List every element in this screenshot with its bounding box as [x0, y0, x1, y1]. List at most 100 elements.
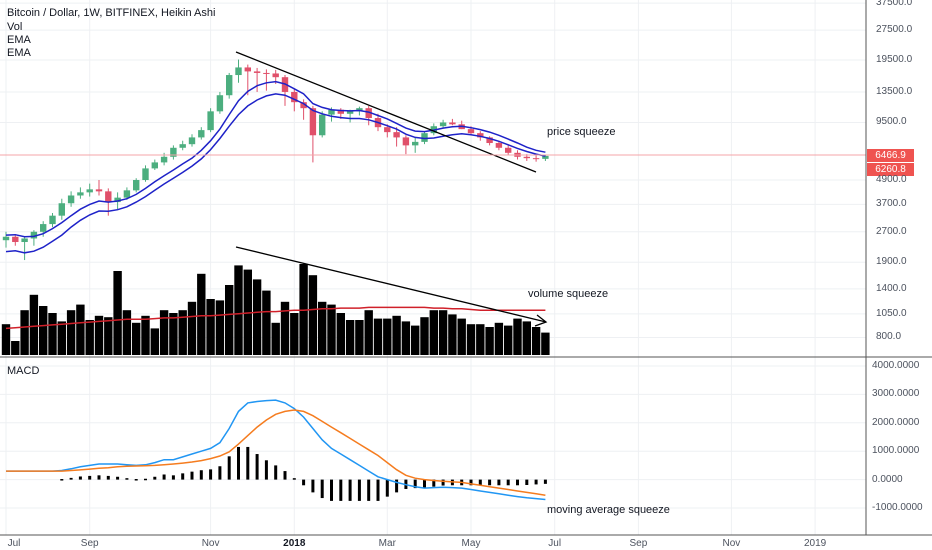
macd-hist-bar-13	[125, 478, 129, 480]
volume-bar-0	[1, 324, 11, 355]
macd-hist-bar-42	[395, 479, 399, 493]
macd-hist-bar-40	[376, 479, 380, 501]
macd-hist-bar-37	[348, 479, 352, 501]
macd-hist-bar-6	[60, 479, 64, 481]
volume-bar-17	[159, 310, 169, 355]
volume-bar-31	[290, 313, 299, 355]
macd-hist-bar-31	[292, 478, 296, 480]
candle-body-56	[523, 156, 530, 159]
volume-bar-27	[252, 279, 262, 355]
candle-body-0	[2, 236, 10, 241]
time-tick-4: Mar	[378, 538, 396, 549]
candle-body-43	[402, 137, 410, 146]
volume-bar-51	[476, 324, 485, 355]
candle-body-39	[365, 108, 372, 119]
legend-ema-1: EMA	[7, 34, 31, 46]
volume-bar-19	[178, 310, 187, 355]
price-tick-8: 1900.0	[876, 256, 907, 268]
macd-hist-bar-16	[153, 476, 157, 480]
price-tick-9: 1400.0	[876, 282, 907, 294]
candle-body-3	[30, 231, 38, 239]
price-tick-5: 4900.0	[876, 174, 907, 185]
candle-body-10	[95, 189, 103, 192]
candle-body-1	[12, 236, 19, 243]
price-trendline	[235, 51, 537, 173]
candle-body-4	[40, 224, 47, 232]
volume-bar-15	[141, 315, 150, 355]
macd-hist-bar-35	[330, 479, 333, 501]
grid-lines	[0, 0, 866, 535]
candle-body-25	[235, 67, 242, 76]
candle-body-58	[542, 155, 549, 159]
candle-body-15	[142, 168, 149, 180]
volume-bar-30	[280, 301, 290, 355]
macd-hist-bar-26	[246, 446, 250, 480]
volume-bar-21	[197, 273, 206, 355]
candle-body-52	[486, 137, 493, 144]
volume-bar-7	[66, 310, 76, 355]
signal-line	[6, 409, 546, 496]
candle-body-42	[393, 132, 400, 138]
volume-bar-3	[29, 294, 39, 355]
volume-bar-8	[76, 304, 85, 355]
candle-body-31	[291, 91, 298, 103]
candle-body-57	[532, 158, 540, 160]
macd-hist-bar-46	[432, 479, 436, 487]
candle-body-6	[58, 203, 65, 216]
macd-hist-bar-19	[181, 473, 185, 480]
macd-hist-bar-21	[199, 470, 203, 480]
volume-bar-9	[85, 320, 94, 355]
volume-bar-47	[438, 310, 448, 355]
macd-hist-bar-58	[543, 479, 547, 484]
volume-bar-23	[215, 300, 225, 355]
volume-bar-50	[466, 324, 476, 355]
macd-hist-bar-22	[209, 469, 213, 480]
volume-bar-33	[308, 275, 318, 355]
volume-bar-6	[57, 321, 66, 355]
volume-bar-20	[187, 301, 197, 355]
macd-tick-2: 2000.0000	[872, 416, 920, 428]
macd-hist-bar-8	[78, 476, 82, 480]
candle-body-13	[123, 190, 131, 198]
candle-body-48	[449, 122, 456, 125]
macd-histogram	[60, 446, 547, 501]
macd-hist-bar-7	[69, 477, 73, 480]
candle-body-16	[151, 162, 158, 169]
macd-tick-5: -1000.0000	[872, 502, 923, 513]
macd-hist-bar-53	[497, 479, 501, 486]
volume-bar-40	[373, 318, 383, 355]
volume-bar-2	[20, 310, 29, 355]
candle-body-54	[505, 147, 512, 153]
macd-tick-4: 0.0000	[872, 473, 903, 485]
macd-hist-bar-25	[237, 446, 240, 480]
macd-hist-bar-57	[534, 479, 538, 485]
price-tick-2: 19500.0	[876, 54, 913, 65]
price-tick-6: 3700.0	[876, 198, 907, 210]
macd-hist-bar-29	[274, 465, 278, 480]
time-tick-2: Nov	[201, 538, 220, 549]
price-tick-11: 800.0	[876, 331, 902, 343]
candle-body-37	[346, 111, 354, 114]
volume-bar-48	[448, 314, 457, 355]
candle-body-28	[263, 72, 270, 74]
volume-bar-4	[39, 306, 48, 355]
volume-bar-58	[541, 332, 550, 355]
macd-line	[6, 399, 546, 501]
candle-body-29	[272, 73, 279, 78]
macd-hist-bar-56	[525, 479, 529, 485]
volume-bar-24	[225, 285, 234, 355]
legend-ema-2: EMA	[7, 47, 31, 59]
macd-tick-3: 1000.0000	[872, 445, 920, 457]
volume-bar-36	[336, 313, 345, 355]
macd-hist-bar-20	[190, 471, 194, 480]
macd-hist-bar-52	[488, 479, 492, 486]
volume-bar-37	[345, 320, 355, 355]
volume-trendline	[235, 246, 547, 323]
candle-body-50	[467, 129, 475, 134]
volume-bar-43	[401, 321, 411, 355]
candle-body-32	[300, 102, 307, 109]
volume-bar-10	[94, 315, 104, 355]
volume-bar-18	[169, 313, 178, 355]
ema-slow-line	[5, 93, 546, 254]
